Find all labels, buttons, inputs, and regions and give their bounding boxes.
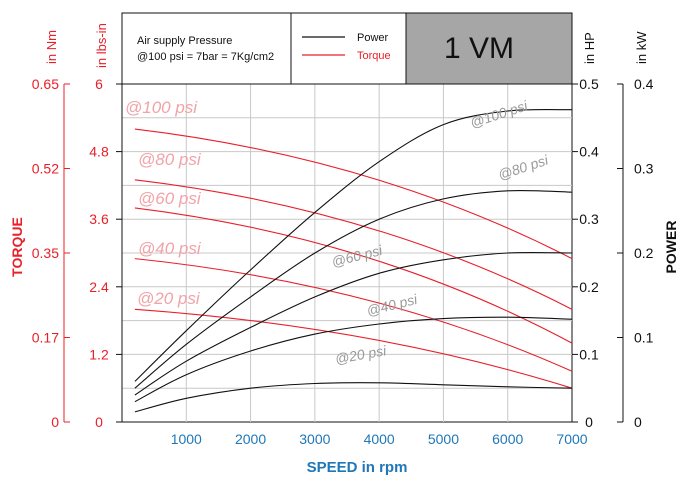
kw-axis: in kW 0.4 0.3 0.2 0.1 0 xyxy=(617,31,654,430)
speed-ticks: 1000 2000 3000 4000 5000 6000 7000 xyxy=(171,431,588,447)
header-box: Air supply Pressure @100 psi = 7bar = 7K… xyxy=(121,12,573,85)
supply-line-1: Air supply Pressure xyxy=(137,35,232,47)
power-line-2 xyxy=(134,251,573,396)
nm-tick-label: 0.65 xyxy=(32,76,59,92)
hp-tick-label: 0.4 xyxy=(579,144,599,160)
hp-tick-label: 0 xyxy=(585,414,593,430)
lbsin-tick-label: 0 xyxy=(95,414,103,430)
hp-axis: in HP 0.5 0.4 0.3 0.2 0.1 0 xyxy=(572,32,599,430)
model-name: 1 VM xyxy=(444,32,514,65)
lbsin-tick-label: 2.4 xyxy=(89,279,109,295)
speed-tick-label: 7000 xyxy=(556,431,587,447)
power-line-4 xyxy=(134,382,573,413)
kw-tick-label: 0.4 xyxy=(634,76,654,92)
torque-series-label: @60 psi xyxy=(138,189,202,208)
power-line-0 xyxy=(134,108,573,382)
torque-series-label: @100 psi xyxy=(125,98,198,117)
speed-tick-label: 4000 xyxy=(364,431,395,447)
nm-ticks: 0.65 0.52 0.35 0.17 0 xyxy=(32,76,70,430)
kw-tick-label: 0 xyxy=(634,414,642,430)
power-line-1 xyxy=(134,189,573,389)
lbsin-tick-label: 3.6 xyxy=(89,211,109,227)
kw-ticks: 0.4 0.3 0.2 0.1 0 xyxy=(617,76,654,430)
torque-series-label: @80 psi xyxy=(138,150,202,169)
lbsin-tick-label: 1.2 xyxy=(89,346,109,362)
torque-line-2 xyxy=(134,207,573,344)
power-axis-title: POWER xyxy=(663,221,679,274)
hp-tick-label: 0.3 xyxy=(579,211,599,227)
lbsin-axis: in lbs-in 6 4.8 3.6 2.4 1.2 0 xyxy=(89,23,123,430)
torque-line-4 xyxy=(134,308,573,389)
nm-axis-unit: in Nm xyxy=(44,30,59,64)
nm-axis: in Nm 0.65 0.52 0.35 0.17 0 xyxy=(32,30,70,430)
hp-tick-label: 0.1 xyxy=(579,346,599,362)
hp-tick-label: 0.5 xyxy=(579,76,599,92)
torque-series-label: @40 psi xyxy=(138,239,202,258)
nm-tick-label: 0 xyxy=(51,414,59,430)
kw-axis-unit: in kW xyxy=(634,31,649,64)
hp-ticks: 0.5 0.4 0.3 0.2 0.1 0 xyxy=(572,76,599,430)
speed-tick-label: 2000 xyxy=(235,431,266,447)
speed-tick-label: 5000 xyxy=(428,431,459,447)
hp-tick-label: 0.2 xyxy=(579,279,599,295)
torque-axis-title: TORQUE xyxy=(9,217,25,277)
torque-line-0 xyxy=(134,128,573,260)
power-line-3 xyxy=(134,316,573,403)
speed-tick-label: 1000 xyxy=(171,431,202,447)
lbsin-tick-label: 4.8 xyxy=(89,144,109,160)
model-box xyxy=(405,12,573,85)
nm-tick-label: 0.17 xyxy=(32,330,59,346)
kw-tick-label: 0.3 xyxy=(634,161,654,177)
nm-tick-label: 0.35 xyxy=(32,245,59,261)
torque-series-label: @20 psi xyxy=(137,289,201,308)
kw-tick-label: 0.2 xyxy=(634,245,654,261)
legend-power-label: Power xyxy=(357,32,389,44)
supply-line-2: @100 psi = 7bar = 7Kg/cm2 xyxy=(137,51,274,63)
lbsin-ticks: 6 4.8 3.6 2.4 1.2 0 xyxy=(89,76,122,430)
series-layer xyxy=(134,108,573,413)
speed-axis-title: SPEED in rpm xyxy=(307,459,408,476)
speed-tick-label: 3000 xyxy=(299,431,330,447)
legend-torque-label: Torque xyxy=(357,50,391,62)
lbsin-tick-label: 6 xyxy=(95,76,103,92)
torque-line-3 xyxy=(134,258,573,372)
nm-tick-label: 0.52 xyxy=(32,161,59,177)
kw-tick-label: 0.1 xyxy=(634,330,654,346)
speed-tick-label: 6000 xyxy=(492,431,523,447)
hp-axis-unit: in HP xyxy=(582,32,597,64)
lbsin-axis-unit: in lbs-in xyxy=(94,23,109,68)
